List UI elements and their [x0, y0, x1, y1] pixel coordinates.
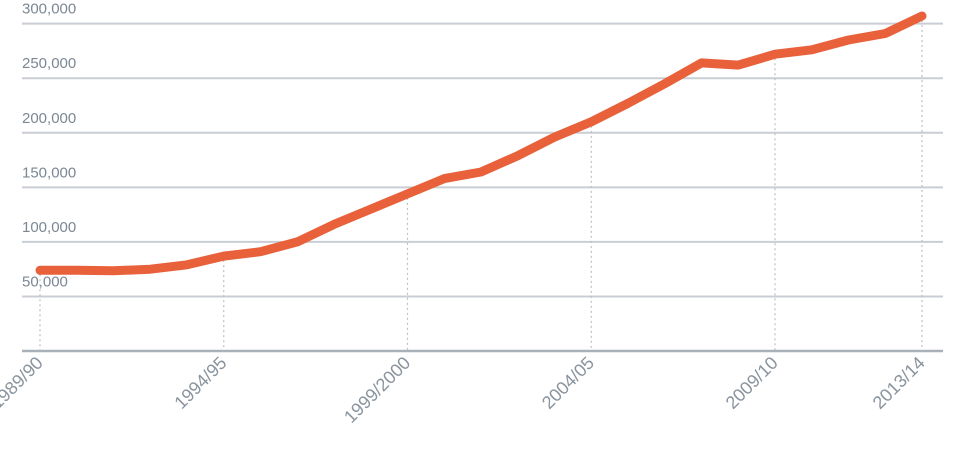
x-tick-label: 1994/95	[170, 353, 230, 413]
x-tick-label: 2013/14	[869, 353, 929, 413]
series-group	[35, 11, 927, 276]
x-tick-label: 2004/05	[538, 353, 598, 413]
gridlines	[22, 22, 943, 353]
y-tick-label: 150,000	[22, 164, 76, 181]
y-tick-label: 100,000	[22, 219, 76, 236]
drop-lines	[39, 20, 923, 351]
series-line	[35, 11, 927, 276]
y-axis-ticks: 50,000 100,000 150,000 200,000 250,000 300,00…	[22, 1, 76, 291]
y-tick-label: 300,000	[22, 1, 76, 18]
x-tick-label: 1999/2000	[340, 353, 414, 427]
x-tick-label: 2009/10	[722, 353, 782, 413]
y-tick-label: 250,000	[22, 55, 76, 72]
x-tick-label: 1989/90	[0, 353, 47, 413]
x-axis-ticks: 1989/90 1994/95 1999/2000 2004/05 2009/10 201…	[0, 353, 929, 427]
y-tick-label: 200,000	[22, 110, 76, 127]
y-tick-label: 50,000	[22, 273, 68, 290]
